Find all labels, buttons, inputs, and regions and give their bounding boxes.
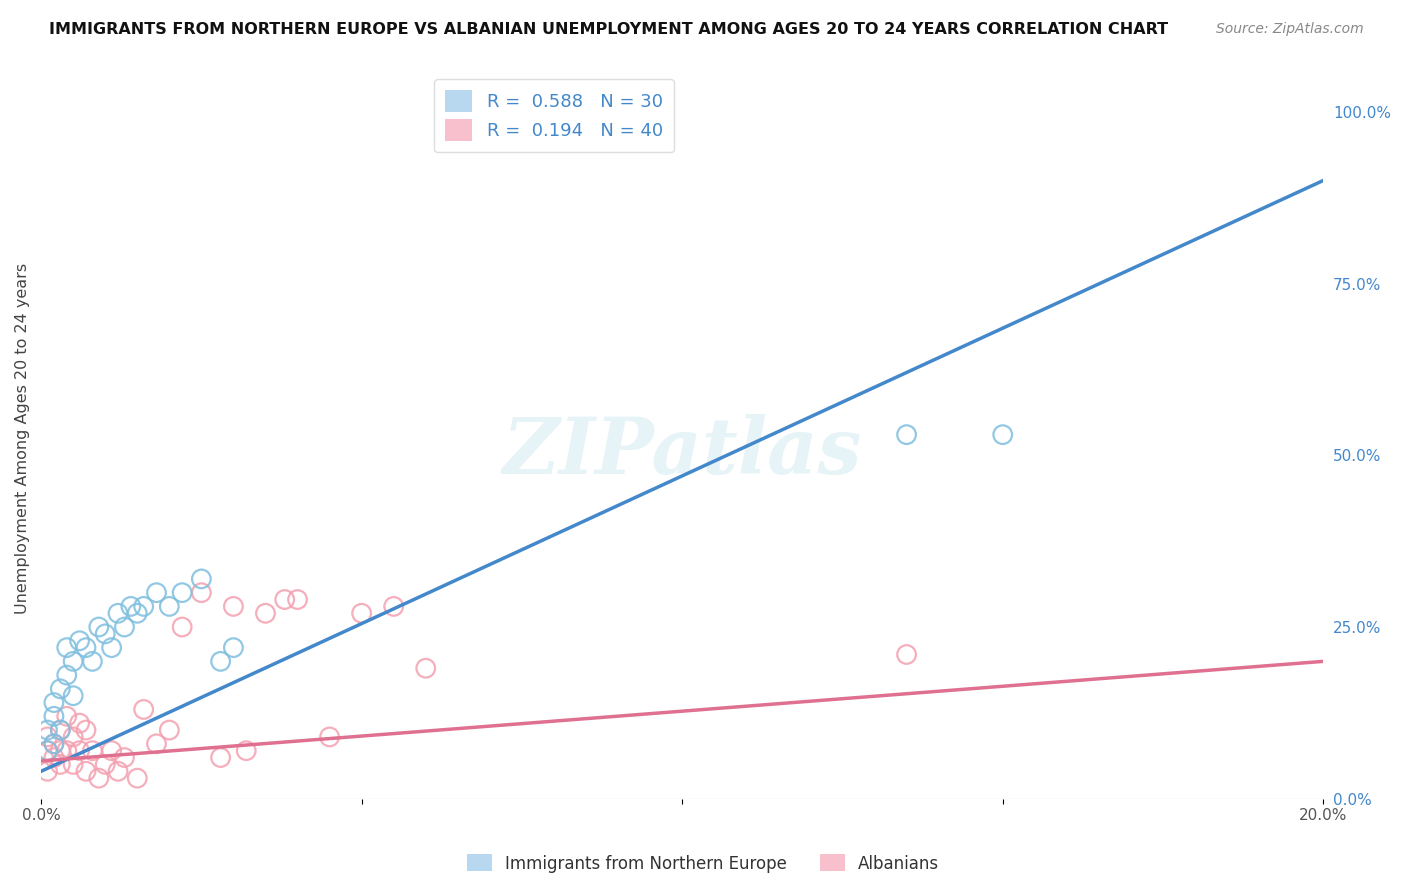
Point [287,592,309,607]
Point [209,750,232,764]
Point [62,730,84,744]
Y-axis label: Unemployment Among Ages 20 to 24 years: Unemployment Among Ages 20 to 24 years [15,262,30,614]
Point [1024,813,1046,827]
Point [82,744,104,758]
Point [896,427,918,442]
Point [100,744,122,758]
Point [94,757,117,772]
Point [75,723,97,737]
Point [87,620,110,634]
Point [49,723,72,737]
Point [37,744,59,758]
Point [55,709,77,723]
Point [318,730,340,744]
Point [69,633,91,648]
Point [37,744,59,758]
Point [42,737,65,751]
Point [49,744,72,758]
Point [42,737,65,751]
Point [132,599,155,614]
Text: IMMIGRANTS FROM NORTHERN EUROPE VS ALBANIAN UNEMPLOYMENT AMONG AGES 20 TO 24 YEA: IMMIGRANTS FROM NORTHERN EUROPE VS ALBAN… [49,22,1168,37]
Point [254,607,277,621]
Point [42,709,65,723]
Point [222,599,245,614]
Point [350,607,373,621]
Point [62,757,84,772]
Point [107,764,129,779]
Point [75,640,97,655]
Point [69,744,91,758]
Point [222,640,245,655]
Point [274,592,297,607]
Point [62,689,84,703]
Point [190,585,212,599]
Point [62,654,84,668]
Point [107,607,129,621]
Point [49,757,72,772]
Point [114,620,136,634]
Point [37,764,59,779]
Point [145,585,167,599]
Legend: R =  0.588   N = 30, R =  0.194   N = 40: R = 0.588 N = 30, R = 0.194 N = 40 [434,79,673,153]
Text: ZIPatlas: ZIPatlas [502,414,862,491]
Point [157,723,180,737]
Point [120,599,142,614]
Point [49,681,72,696]
Point [382,599,405,614]
Point [127,607,149,621]
Point [82,654,104,668]
Point [172,585,194,599]
Point [55,640,77,655]
Point [37,723,59,737]
Point [991,427,1014,442]
Point [145,737,167,751]
Point [157,599,180,614]
Point [75,764,97,779]
Point [69,716,91,731]
Point [415,661,437,675]
Point [114,750,136,764]
Point [49,723,72,737]
Point [127,771,149,785]
Text: Source: ZipAtlas.com: Source: ZipAtlas.com [1216,22,1364,37]
Point [100,640,122,655]
Point [37,730,59,744]
Point [132,702,155,716]
Point [42,750,65,764]
Point [235,744,257,758]
Point [172,620,194,634]
Point [55,668,77,682]
Point [209,654,232,668]
Point [55,744,77,758]
Point [94,627,117,641]
Point [190,572,212,586]
Legend: Immigrants from Northern Europe, Albanians: Immigrants from Northern Europe, Albania… [460,847,946,880]
Point [896,648,918,662]
Point [87,771,110,785]
Point [42,696,65,710]
